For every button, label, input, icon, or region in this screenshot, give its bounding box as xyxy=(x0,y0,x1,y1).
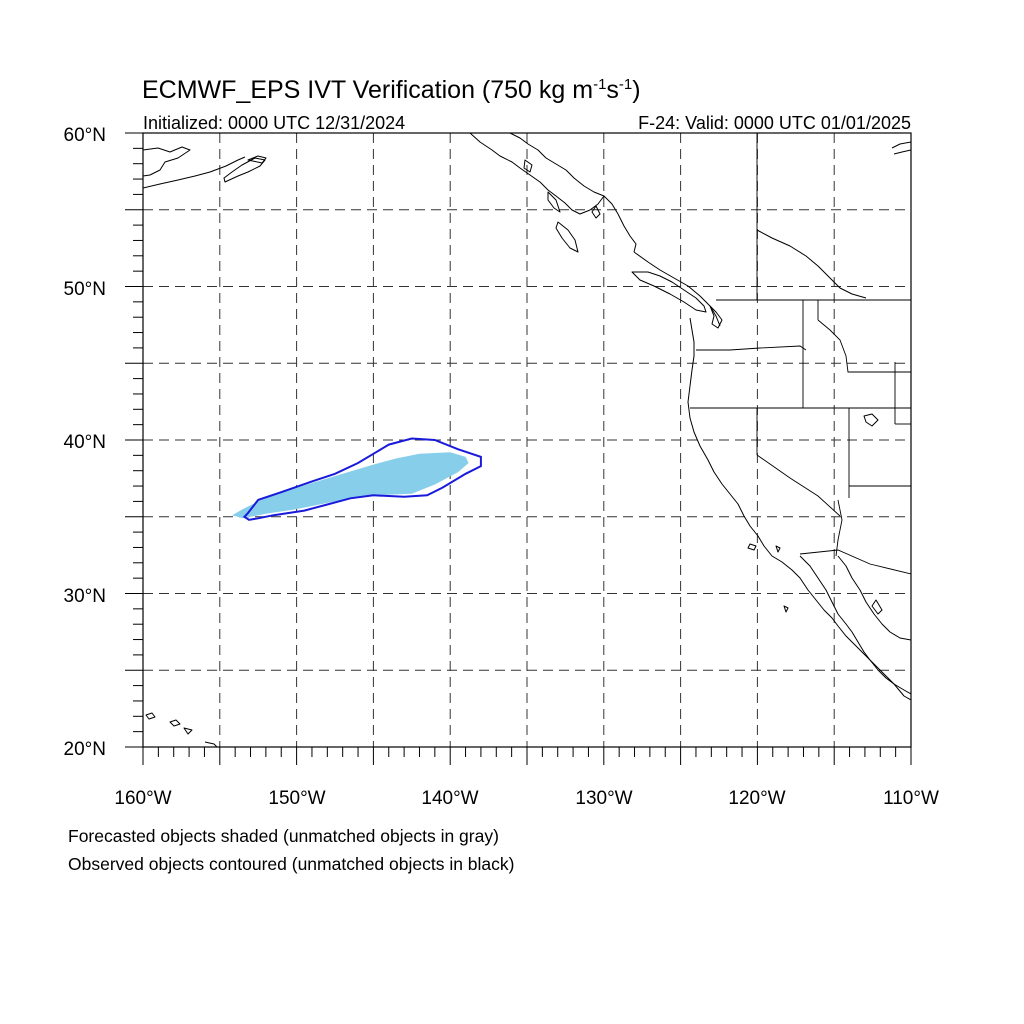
forecast-legend-note: Forecasted objects shaded (unmatched obj… xyxy=(68,826,499,846)
lat-label: 40°N xyxy=(64,432,106,453)
lat-label: 60°N xyxy=(64,125,106,146)
lon-label: 160°W xyxy=(114,788,171,809)
axis-ticks xyxy=(125,132,912,765)
initialized-time: Initialized: 0000 UTC 12/31/2024 xyxy=(143,113,405,133)
lon-label: 150°W xyxy=(268,788,325,809)
lon-label: 140°W xyxy=(421,788,478,809)
lat-label: 50°N xyxy=(64,279,106,300)
observed-object-contour xyxy=(242,437,482,521)
lat-label: 20°N xyxy=(64,739,106,760)
forecast-object-shaded xyxy=(232,452,469,519)
state-borders xyxy=(690,133,911,575)
coastlines xyxy=(143,133,911,747)
observed-legend-note: Observed objects contoured (unmatched ob… xyxy=(68,854,515,874)
latitude-labels: 60°N 50°N 40°N 30°N 20°N xyxy=(64,125,106,760)
lon-label: 130°W xyxy=(575,788,632,809)
valid-time: F-24: Valid: 0000 UTC 01/01/2025 xyxy=(638,113,911,133)
map-panel xyxy=(125,132,912,765)
figure-title: ECMWF_EPS IVT Verification (750 kg m-1s-… xyxy=(142,76,641,104)
lat-label: 30°N xyxy=(64,586,106,607)
longitude-labels: 160°W 150°W 140°W 130°W 120°W 110°W xyxy=(114,788,939,809)
lon-label: 120°W xyxy=(728,788,785,809)
lon-label: 110°W xyxy=(883,788,939,809)
graticule xyxy=(143,133,911,747)
